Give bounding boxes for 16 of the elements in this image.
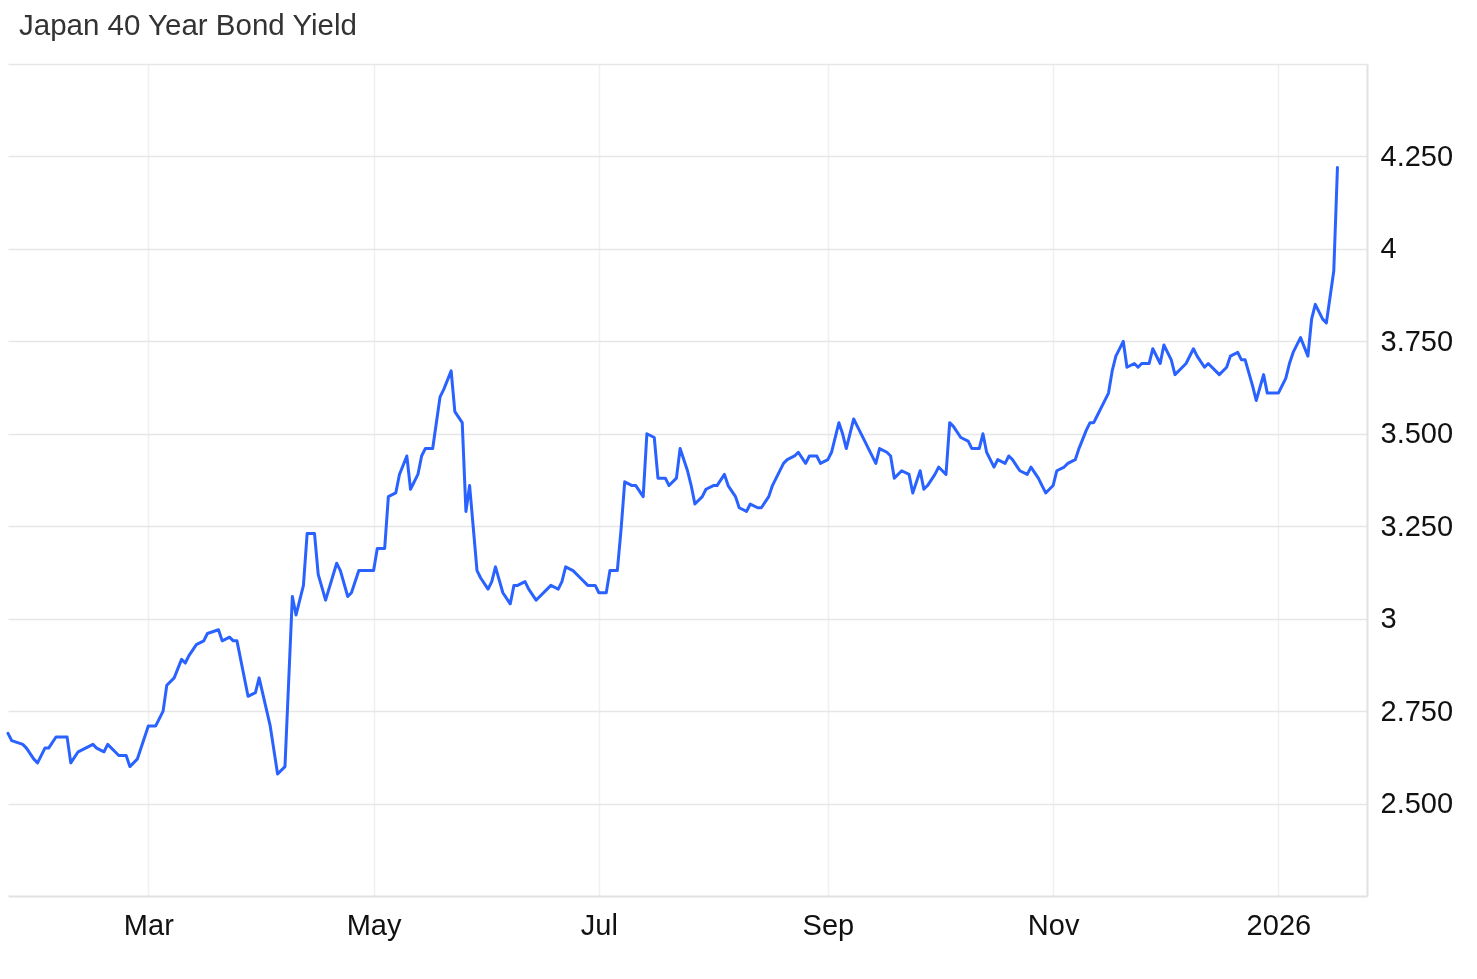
x-tick-label: Sep	[802, 908, 855, 941]
y-tick-label: 3.750	[1380, 324, 1454, 357]
y-tick-label: 2.750	[1380, 694, 1454, 727]
line-series	[6, 166, 1339, 776]
x-tick-label: Jul	[580, 908, 618, 941]
x-tick-label: Mar	[123, 908, 175, 941]
x-tick-label: May	[346, 908, 402, 941]
chart-title: Japan 40 Year Bond Yield	[19, 8, 357, 41]
y-tick-label: 3	[1380, 602, 1397, 635]
y-tick-label: 4	[1380, 232, 1397, 265]
x-tick-label: 2026	[1246, 908, 1312, 941]
y-tick-label: 4.250	[1380, 139, 1454, 172]
y-tick-label: 3.500	[1380, 417, 1454, 450]
y-tick-label: 2.500	[1380, 787, 1454, 820]
x-tick-label: Nov	[1027, 908, 1080, 941]
y-tick-label: 3.250	[1380, 509, 1454, 542]
